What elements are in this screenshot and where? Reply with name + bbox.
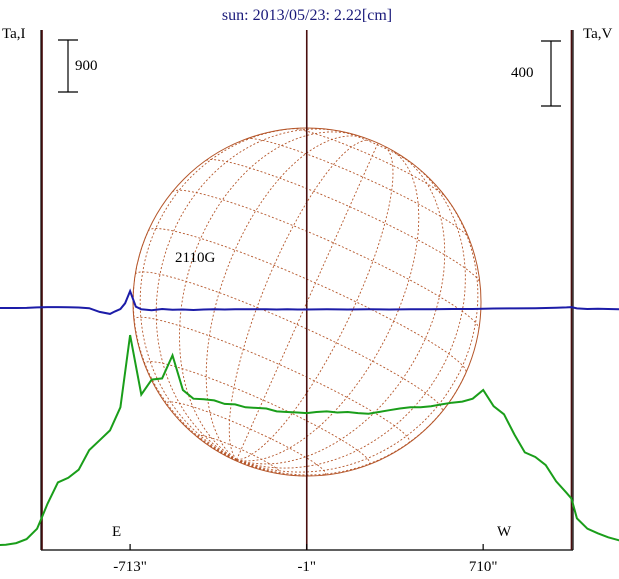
y-axis-label-left: Ta,I: [2, 26, 26, 42]
solar-longitude-line: [236, 145, 394, 461]
solar-latitude-line: [133, 316, 411, 444]
solar-longitude-line: [205, 135, 366, 461]
scale-label-right: 400: [511, 65, 534, 81]
annotation-active-region: 2110G: [175, 250, 215, 266]
solar-longitude-line: [236, 459, 255, 469]
solar-longitude-line: [139, 127, 302, 461]
scale-bar-right: [541, 40, 561, 107]
solar-longitude-line: [132, 230, 237, 461]
solar-longitude-line: [236, 459, 241, 464]
solar-longitude-line: [178, 419, 237, 461]
solar-longitude-line: [179, 131, 354, 461]
solar-latitude-line: [144, 361, 371, 466]
y-axis-label-right: Ta,V: [583, 26, 613, 42]
solar-latitude-line: [206, 159, 481, 283]
x-axis-ticks: -1424"-713"-1"710"1421": [113, 544, 498, 575]
solar-latitude-line: [134, 271, 443, 412]
solar-longitude-line: [236, 372, 467, 476]
x-tick-label: -1": [297, 559, 316, 575]
solar-disk-grid: [132, 127, 482, 477]
solar-longitude-line: [236, 162, 466, 469]
solar-longitude-line: [236, 459, 266, 472]
solar-longitude-line: [236, 148, 420, 462]
scale-bar-left: [58, 39, 78, 93]
solar-latitude-line: [165, 401, 326, 476]
reference-lines: [41, 30, 573, 550]
solar-longitude-line: [236, 154, 446, 465]
solar-longitude-line: [236, 459, 305, 477]
solar-latitude-line: [172, 189, 480, 329]
solar-longitude-line: [228, 139, 372, 460]
chart-title: sun: 2013/05/23: 2.22[cm]: [222, 7, 392, 24]
limb-label-west: W: [497, 524, 512, 540]
x-tick-label: -713": [113, 559, 147, 575]
series-line-stokes-i: [0, 334, 619, 546]
scale-label-left: 900: [75, 58, 98, 74]
series-line-stokes-v: [0, 288, 619, 315]
x-tick-label: 710": [469, 559, 498, 575]
solar-longitude-line: [236, 190, 479, 473]
solar-longitude-line: [155, 128, 341, 461]
limb-label-east: E: [112, 524, 121, 540]
